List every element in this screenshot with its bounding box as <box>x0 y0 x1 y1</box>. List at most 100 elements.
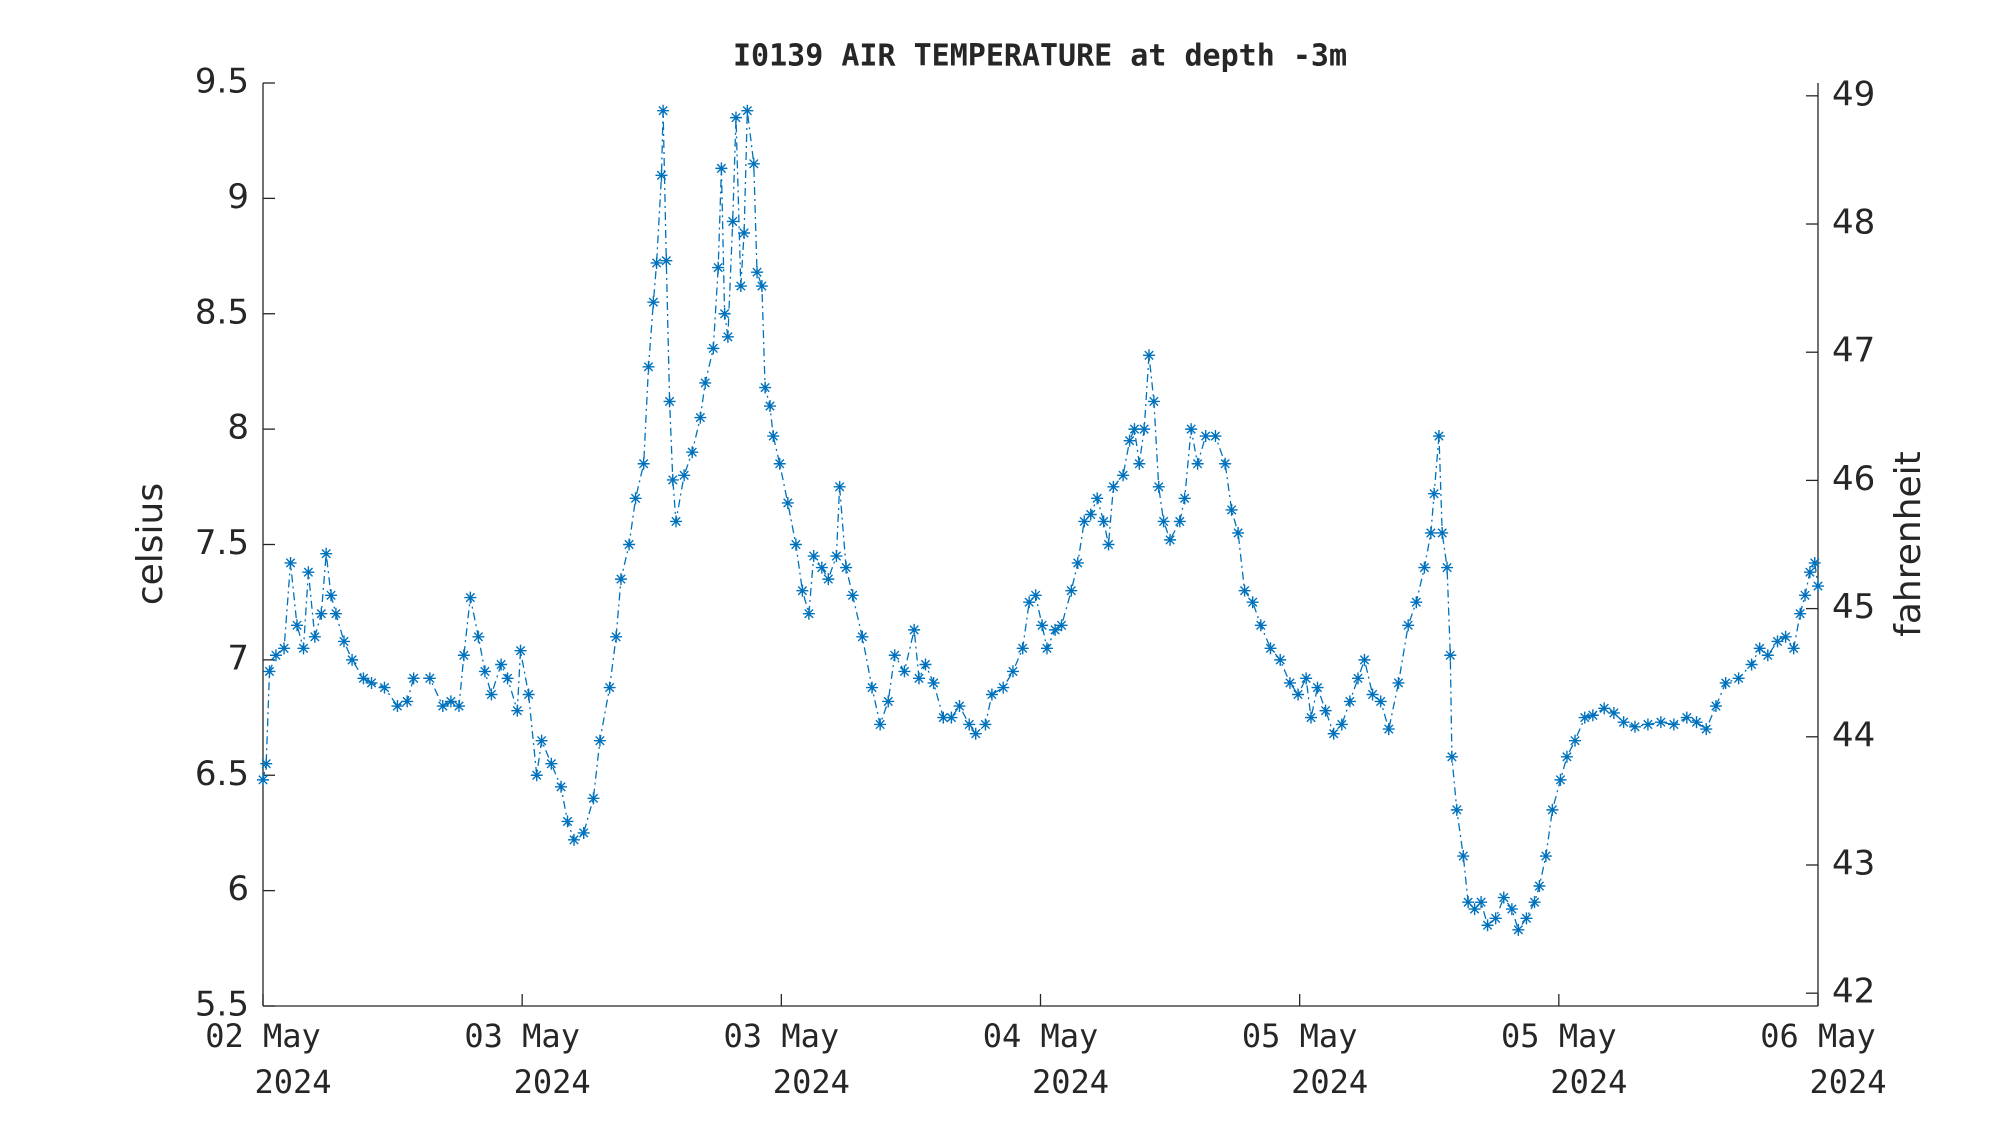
y2-tick-label: 42 <box>1832 972 1875 1012</box>
data-point <box>545 757 558 770</box>
data-point <box>1097 515 1110 528</box>
data-point <box>452 700 465 713</box>
data-point <box>530 769 543 782</box>
data-point <box>945 711 958 724</box>
data-point <box>1358 653 1371 666</box>
data-point <box>1803 566 1816 579</box>
data-point <box>1107 480 1120 493</box>
data-point <box>593 734 606 747</box>
data-point <box>485 688 498 701</box>
data-point <box>1432 430 1445 443</box>
y2-tick-label: 49 <box>1832 74 1875 114</box>
data-point <box>1441 561 1454 574</box>
data-point <box>1199 430 1212 443</box>
data-point <box>260 757 273 770</box>
data-point <box>1719 676 1732 689</box>
data-point <box>807 550 820 563</box>
x-tick-label: 03 May 2024 <box>724 1017 850 1101</box>
y-tick-label: 7 <box>227 638 249 678</box>
data-point <box>1006 665 1019 678</box>
data-point <box>953 700 966 713</box>
data-point <box>511 704 524 717</box>
data-point <box>365 676 378 689</box>
data-point <box>401 695 414 708</box>
data-point <box>647 296 660 309</box>
data-point <box>1546 803 1559 816</box>
data-point <box>822 573 835 586</box>
data-point <box>568 833 580 846</box>
y-axis-label: celsius <box>130 483 171 605</box>
data-point <box>1311 681 1324 694</box>
data-point <box>699 376 712 389</box>
chart-title: I0139 AIR TEMPERATURE at depth -3m <box>733 39 1347 74</box>
data-point <box>1091 492 1104 505</box>
data-point <box>670 515 683 528</box>
data-point <box>840 561 853 574</box>
data-point <box>1219 457 1232 470</box>
y-tick-label: 8.5 <box>195 292 249 332</box>
data-point <box>1305 711 1318 724</box>
y-tick-label: 9 <box>227 177 249 217</box>
data-point <box>464 591 477 604</box>
data-point <box>291 619 304 632</box>
data-point <box>1497 891 1510 904</box>
data-point <box>603 681 616 694</box>
data-point <box>642 360 655 373</box>
data-point <box>969 727 982 740</box>
data-point <box>997 681 1010 694</box>
data-point <box>729 111 742 124</box>
data-point <box>866 681 879 694</box>
data-point <box>707 342 720 355</box>
data-point <box>1520 912 1533 925</box>
data-point <box>329 607 342 620</box>
data-point <box>763 400 776 413</box>
data-point <box>1468 903 1481 916</box>
y-tick-label: 5.5 <box>195 985 249 1025</box>
data-point <box>1410 596 1423 609</box>
data-point <box>913 672 926 685</box>
data-point <box>1128 423 1141 436</box>
data-point <box>1319 704 1332 717</box>
data-point <box>650 256 663 269</box>
data-point <box>1084 508 1097 521</box>
data-point <box>802 607 815 620</box>
data-point <box>660 254 673 267</box>
data-point <box>1117 469 1130 482</box>
y-tick-label: 9.5 <box>195 62 249 102</box>
data-point <box>346 653 359 666</box>
data-point <box>856 630 869 643</box>
data-point <box>1209 430 1222 443</box>
data-point <box>407 672 420 685</box>
data-point <box>888 649 901 662</box>
data-point <box>629 492 642 505</box>
data-point <box>555 780 568 793</box>
data-point <box>1327 727 1340 740</box>
data-point <box>610 630 623 643</box>
data-point <box>284 556 297 569</box>
data-point <box>577 826 590 839</box>
y-tick-label: 6 <box>227 869 249 909</box>
data-point <box>1450 803 1463 816</box>
x-tick-label: 04 May 2024 <box>983 1017 1109 1101</box>
data-point <box>1808 556 1821 569</box>
data-point <box>1462 896 1475 909</box>
data-point <box>712 261 725 274</box>
data-point <box>655 169 668 182</box>
data-point <box>269 649 282 662</box>
data-point <box>1374 695 1387 708</box>
data-point <box>1164 533 1177 546</box>
data-point <box>979 718 992 731</box>
data-point <box>1457 850 1470 863</box>
data-point <box>789 538 802 551</box>
data-point <box>1771 635 1784 648</box>
y2-tick-label: 48 <box>1832 203 1875 243</box>
data-point <box>1264 642 1277 655</box>
data-point <box>1335 718 1348 731</box>
data-point <box>741 104 754 117</box>
data-point <box>721 330 734 343</box>
data-point <box>1138 423 1151 436</box>
y2-tick-label: 46 <box>1832 459 1875 499</box>
data-point <box>423 672 436 685</box>
data-point <box>1016 642 1029 655</box>
data-point <box>472 630 485 643</box>
